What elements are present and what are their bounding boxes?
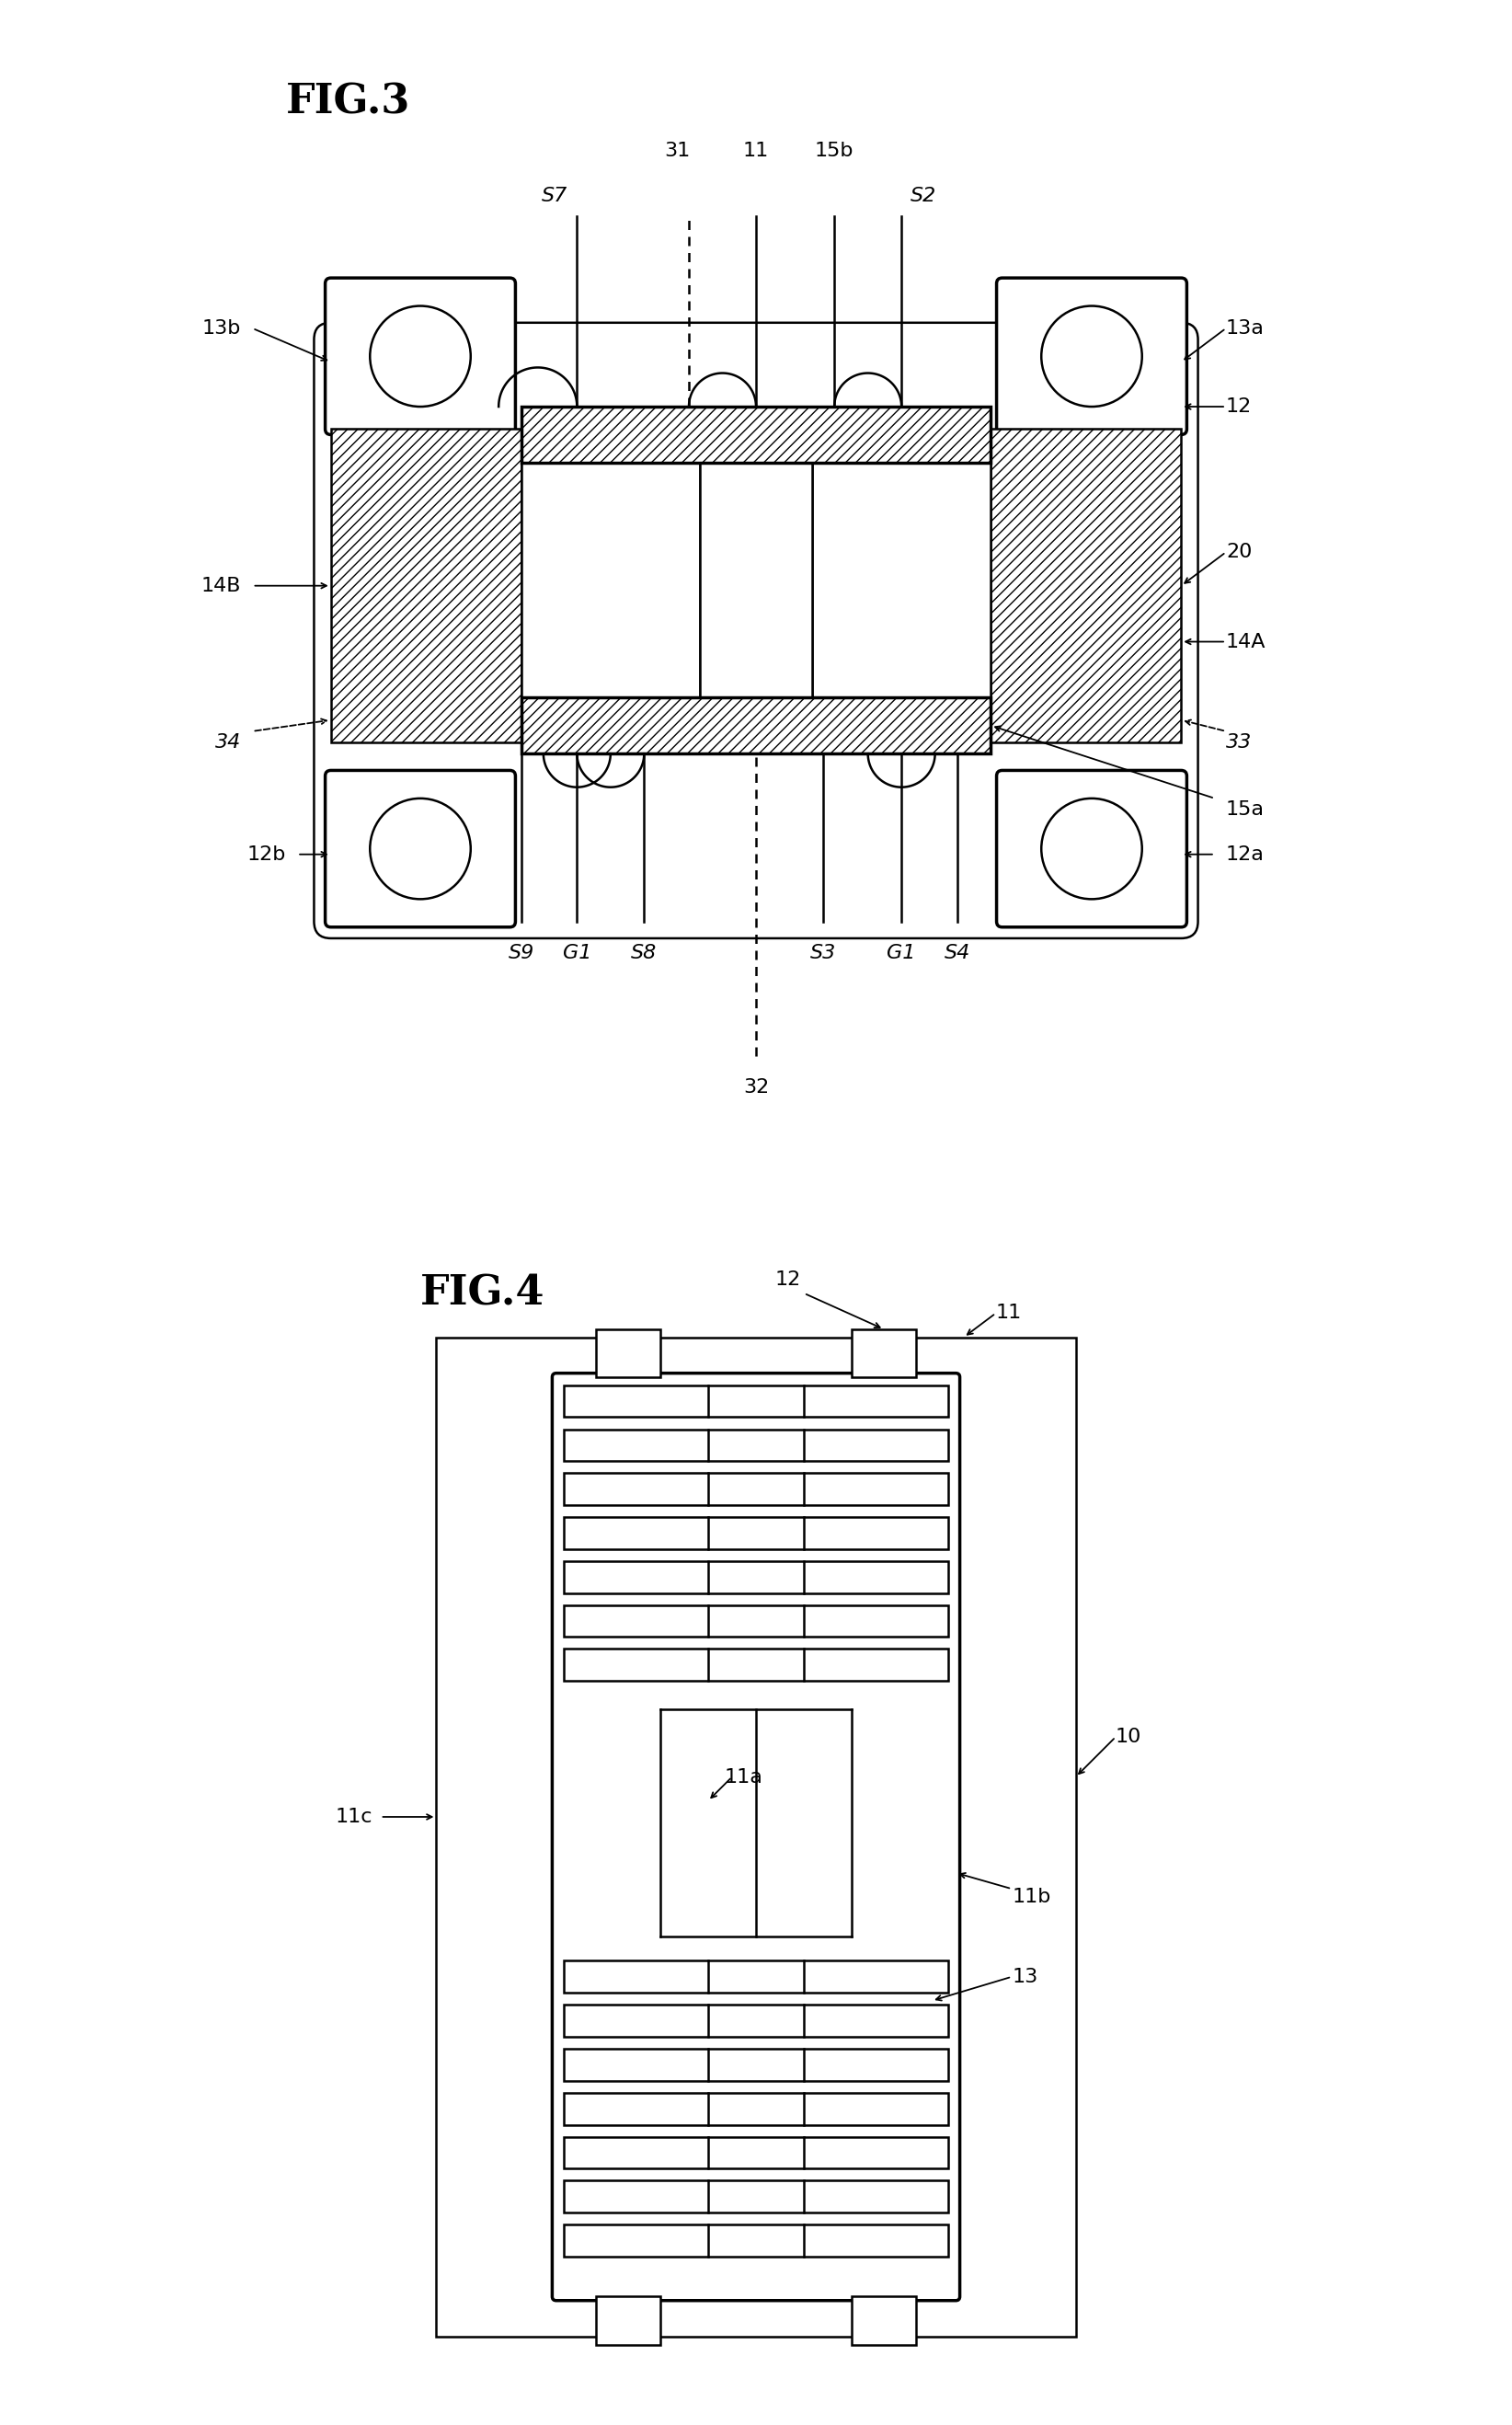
Text: 12a: 12a [1226, 846, 1264, 863]
FancyBboxPatch shape [996, 279, 1187, 434]
FancyBboxPatch shape [325, 279, 516, 434]
Bar [564, 1605, 948, 1637]
Bar [522, 463, 700, 698]
Text: 34: 34 [215, 732, 242, 752]
FancyBboxPatch shape [314, 323, 1198, 938]
Bar [522, 698, 990, 754]
Bar [990, 429, 1181, 742]
Bar [990, 429, 1181, 742]
Text: S8: S8 [631, 943, 658, 963]
Text: G1: G1 [888, 943, 916, 963]
Bar [564, 1385, 948, 1416]
Bar [564, 1472, 948, 1506]
Bar [564, 1518, 948, 1550]
Bar [564, 2180, 948, 2212]
Text: 11b: 11b [1012, 1887, 1051, 1906]
Bar [564, 2136, 948, 2168]
Text: 13b: 13b [203, 320, 242, 337]
Text: 13a: 13a [1226, 320, 1264, 337]
FancyBboxPatch shape [552, 1373, 960, 2301]
Circle shape [1042, 798, 1142, 900]
Bar [596, 1329, 661, 1377]
Text: S2: S2 [910, 187, 937, 206]
Text: S5: S5 [741, 563, 771, 584]
FancyBboxPatch shape [325, 771, 516, 926]
Text: 12b: 12b [246, 846, 286, 863]
Text: 11: 11 [996, 1305, 1022, 1322]
Text: 32: 32 [742, 1079, 770, 1096]
Text: 15b: 15b [815, 143, 854, 160]
Text: S6: S6 [596, 563, 624, 584]
Bar [564, 1962, 948, 1993]
Bar [564, 2093, 948, 2124]
Text: S4: S4 [945, 943, 971, 963]
Bar [522, 407, 990, 463]
Text: 33: 33 [1226, 732, 1252, 752]
Text: 11a: 11a [724, 1768, 762, 1787]
Text: 12: 12 [1226, 398, 1252, 415]
Text: 11: 11 [742, 143, 770, 160]
Text: 20: 20 [1226, 543, 1252, 560]
Text: FIG.4: FIG.4 [420, 1273, 544, 1312]
Bar [851, 1329, 916, 1377]
Text: FIG.3: FIG.3 [286, 82, 411, 121]
Text: 14B: 14B [201, 577, 242, 594]
Bar [522, 407, 990, 463]
Bar [596, 2296, 661, 2345]
Text: S7: S7 [541, 187, 567, 206]
Bar [437, 1336, 1075, 2338]
Bar [851, 2296, 916, 2345]
Bar [522, 698, 990, 754]
Text: 14A: 14A [1226, 633, 1266, 650]
Bar [700, 463, 812, 698]
Text: 10: 10 [1116, 1727, 1142, 1746]
Bar [564, 2049, 948, 2081]
Circle shape [1042, 306, 1142, 407]
Text: S3: S3 [810, 943, 836, 963]
Bar [564, 2224, 948, 2258]
Circle shape [370, 798, 470, 900]
Text: 12: 12 [776, 1271, 801, 1290]
Text: S1: S1 [888, 563, 916, 584]
Bar [564, 1649, 948, 1681]
FancyBboxPatch shape [996, 771, 1187, 926]
Bar [331, 429, 522, 742]
Bar [564, 2005, 948, 2037]
Bar [812, 463, 990, 698]
Text: 15a: 15a [1226, 800, 1264, 820]
Text: 13: 13 [1012, 1967, 1037, 1986]
Bar [331, 429, 522, 742]
Text: S9: S9 [508, 943, 534, 963]
Text: G1: G1 [562, 943, 591, 963]
Bar [564, 1428, 948, 1462]
Text: 31: 31 [665, 143, 691, 160]
Circle shape [370, 306, 470, 407]
Bar [564, 1562, 948, 1593]
Text: 11c: 11c [336, 1807, 372, 1826]
